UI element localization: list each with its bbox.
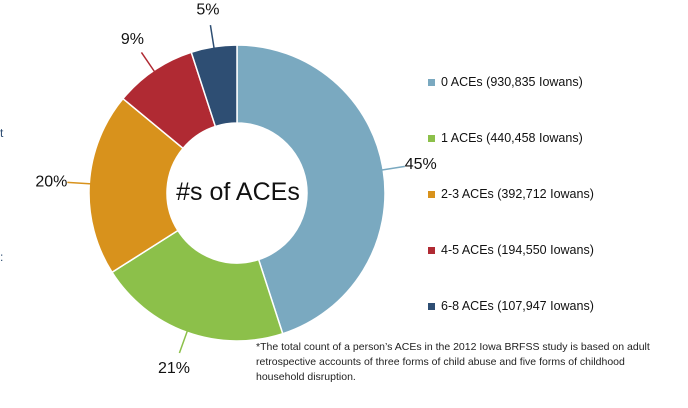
leader-line xyxy=(381,165,406,171)
legend-label: 6-8 ACEs (107,947 Iowans) xyxy=(441,299,594,313)
legend-swatch xyxy=(428,134,435,142)
legend-item: 2-3 ACEs (392,712 Iowans) xyxy=(428,186,594,202)
leader-line xyxy=(67,181,92,185)
leader-lines xyxy=(67,24,406,354)
donut-slices xyxy=(88,44,386,342)
edge-fragment: : xyxy=(0,250,4,264)
percentage-label: 21% xyxy=(158,360,190,377)
legend-swatch xyxy=(428,190,435,198)
legend-item: 1 ACEs (440,458 Iowans) xyxy=(428,130,583,146)
legend-item: 4-5 ACEs (194,550 Iowans) xyxy=(428,242,594,258)
percentage-label: 5% xyxy=(196,1,219,18)
percentage-label: 45% xyxy=(405,156,437,173)
legend-swatch xyxy=(428,246,435,254)
legend-label: 2-3 ACEs (392,712 Iowans) xyxy=(441,187,594,201)
center-label: #s of ACEs xyxy=(176,178,300,206)
slice-2-3-aces xyxy=(88,97,185,274)
slice-6-8-aces xyxy=(190,44,238,128)
legend-label: 4-5 ACEs (194,550 Iowans) xyxy=(441,243,594,257)
leader-line xyxy=(178,330,189,354)
footnote: *The total count of a person’s ACEs in t… xyxy=(256,341,650,383)
legend-swatch xyxy=(428,78,435,86)
legend-swatch xyxy=(428,302,435,310)
percentage-labels: 45% 21% 20% 9% 5% xyxy=(35,1,436,377)
legend-item: 0 ACEs (930,835 Iowans) xyxy=(428,74,583,90)
percentage-label: 20% xyxy=(35,173,67,190)
leader-line xyxy=(140,51,156,73)
legend-label: 0 ACEs (930,835 Iowans) xyxy=(441,75,583,89)
leader-line xyxy=(209,24,215,49)
legend-label: 1 ACEs (440,458 Iowans) xyxy=(441,131,583,145)
edge-fragment: t xyxy=(0,126,4,140)
percentage-label: 9% xyxy=(121,31,144,48)
legend-item: 6-8 ACEs (107,947 Iowans) xyxy=(428,298,594,314)
slice-0-aces xyxy=(236,44,386,335)
slice-1-aces xyxy=(111,229,284,342)
